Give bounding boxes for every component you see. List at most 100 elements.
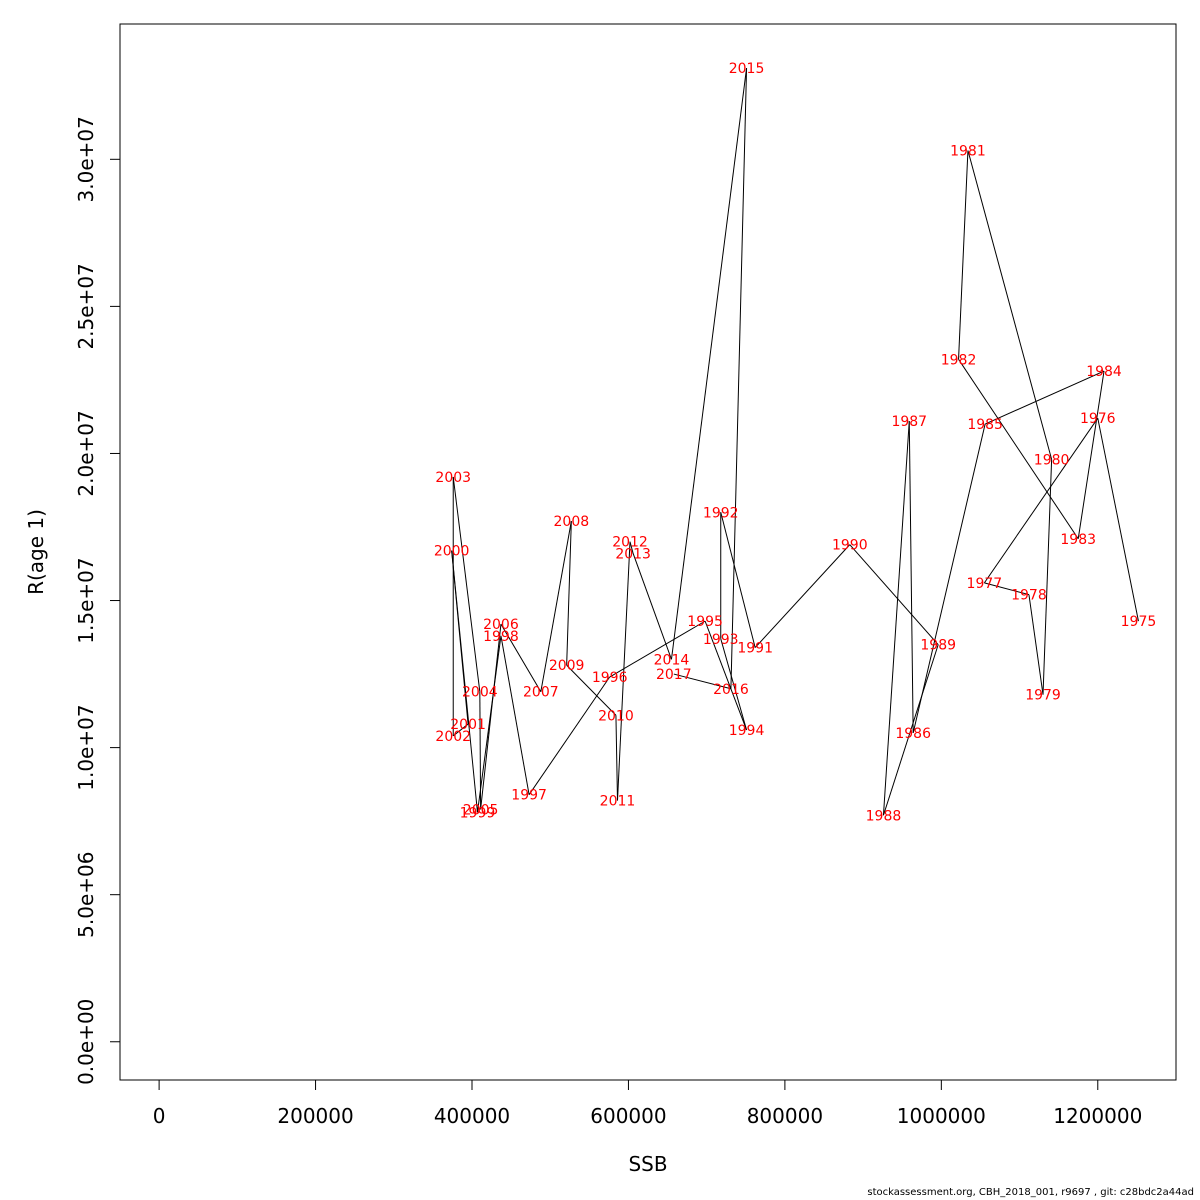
- year-label: 1986: [895, 726, 931, 742]
- series-segment: [476, 635, 502, 813]
- series-segment: [670, 68, 748, 660]
- series-segment: [958, 150, 969, 360]
- series-segment: [754, 544, 851, 648]
- y-tick-label: 2.5e+07: [74, 263, 98, 349]
- year-label: 2016: [713, 682, 749, 698]
- series-segment: [1042, 459, 1053, 695]
- x-tick-label: 1000000: [897, 1104, 986, 1128]
- year-label: 1982: [941, 352, 977, 368]
- series-segment: [730, 68, 748, 689]
- series-segment: [566, 664, 617, 716]
- footer-credit: stockassessment.org, CBH_2018_001, r9697…: [867, 1187, 1194, 1198]
- year-label: 1999: [460, 805, 496, 821]
- series-segment: [1097, 418, 1139, 622]
- year-label: 1981: [950, 143, 986, 159]
- year-label: 1987: [891, 414, 927, 430]
- y-tick-label: 1.5e+07: [74, 557, 98, 643]
- year-label: 1983: [1060, 532, 1096, 548]
- x-tick-label: 800000: [747, 1104, 823, 1128]
- year-label: 2003: [435, 470, 471, 486]
- series-segment: [452, 723, 469, 737]
- year-label: 1980: [1034, 452, 1070, 468]
- series-segment: [500, 623, 542, 692]
- year-label: 2009: [549, 658, 585, 674]
- y-tick-label: 5.0e+06: [74, 852, 98, 938]
- year-label: 1995: [687, 614, 723, 630]
- series-segment: [882, 644, 939, 816]
- year-label: 2015: [729, 61, 765, 77]
- year-label: 2001: [450, 717, 486, 733]
- series-segment: [983, 417, 1099, 584]
- series-segment: [912, 423, 986, 734]
- series-segment: [967, 150, 1053, 460]
- series-segment: [615, 715, 618, 801]
- series-segment: [566, 521, 572, 666]
- year-labels: 1975 1976 1977 1978 1979 1980 1981 1982 1983 1984…: [434, 61, 1156, 824]
- year-label: 2004: [462, 685, 498, 701]
- y-tick-label: 3.0e+07: [74, 116, 98, 202]
- series-segment: [500, 635, 530, 795]
- series-segment: [958, 359, 1079, 540]
- year-label: 1994: [729, 723, 765, 739]
- y-axis: 0.0e+00 5.0e+06 1.0e+07 1.5e+07 2.0e+07 2.5e+…: [74, 116, 121, 1085]
- year-label: 1979: [1025, 688, 1061, 704]
- series-segment: [1028, 594, 1044, 695]
- series-segment: [720, 638, 748, 731]
- year-label: 2010: [598, 708, 634, 724]
- series-segment: [984, 582, 1030, 596]
- year-label: 1975: [1121, 614, 1157, 630]
- series-segment: [849, 544, 939, 645]
- y-tick-label: 2.0e+07: [74, 410, 98, 496]
- series-segment: [540, 521, 572, 692]
- year-label: 1991: [737, 641, 773, 657]
- year-label: 2006: [483, 617, 519, 633]
- series-segment: [673, 673, 732, 690]
- year-label: 2008: [554, 514, 590, 530]
- year-label: 1998: [483, 629, 519, 645]
- series-segment: [720, 512, 756, 648]
- year-label: 1990: [832, 538, 868, 554]
- year-label: 2011: [600, 794, 636, 810]
- x-tick-label: 600000: [590, 1104, 666, 1128]
- series-segment: [704, 620, 748, 731]
- year-label: 1989: [920, 638, 956, 654]
- series-segment: [616, 541, 631, 801]
- year-label: 1984: [1086, 364, 1122, 380]
- x-tick-label: 1200000: [1053, 1104, 1142, 1128]
- x-tick-label: 0: [153, 1104, 166, 1128]
- x-axis: 0 200000 400000 600000 800000 1000000 1200000: [153, 1079, 1142, 1128]
- series-segment: [609, 620, 706, 678]
- series-segment: [1077, 371, 1105, 539]
- year-label: 1978: [1011, 588, 1047, 604]
- x-tick-label: 200000: [277, 1104, 353, 1128]
- year-label: 1977: [967, 576, 1003, 592]
- year-label: 1996: [592, 670, 628, 686]
- series-segment: [480, 624, 502, 810]
- series-segment: [479, 691, 482, 810]
- year-label: 2012: [612, 535, 648, 551]
- series-segment: [629, 541, 634, 554]
- series-segment: [528, 676, 611, 795]
- year-label: 2014: [654, 652, 690, 668]
- year-label: 1976: [1080, 411, 1116, 427]
- series-segment: [882, 421, 910, 816]
- series-segment: [908, 421, 914, 733]
- year-label: 2007: [523, 685, 559, 701]
- year-label: 2005: [463, 802, 499, 818]
- series-segment: [984, 370, 1105, 425]
- y-axis-title: R(age 1): [24, 509, 48, 595]
- year-label: 1993: [703, 632, 739, 648]
- y-tick-label: 0.0e+00: [74, 999, 98, 1085]
- year-label: 2013: [615, 546, 651, 562]
- y-tick-label: 1.0e+07: [74, 704, 98, 790]
- year-label: 2017: [656, 667, 692, 683]
- series-segment: [452, 476, 481, 692]
- x-axis-title: SSB: [628, 1152, 667, 1176]
- year-label: 2000: [434, 544, 470, 560]
- year-label: 1985: [967, 417, 1003, 433]
- series-segment: [632, 553, 672, 660]
- stock-recruitment-series: [451, 68, 1139, 816]
- year-label: 1992: [703, 505, 739, 521]
- year-label: 1997: [511, 788, 547, 804]
